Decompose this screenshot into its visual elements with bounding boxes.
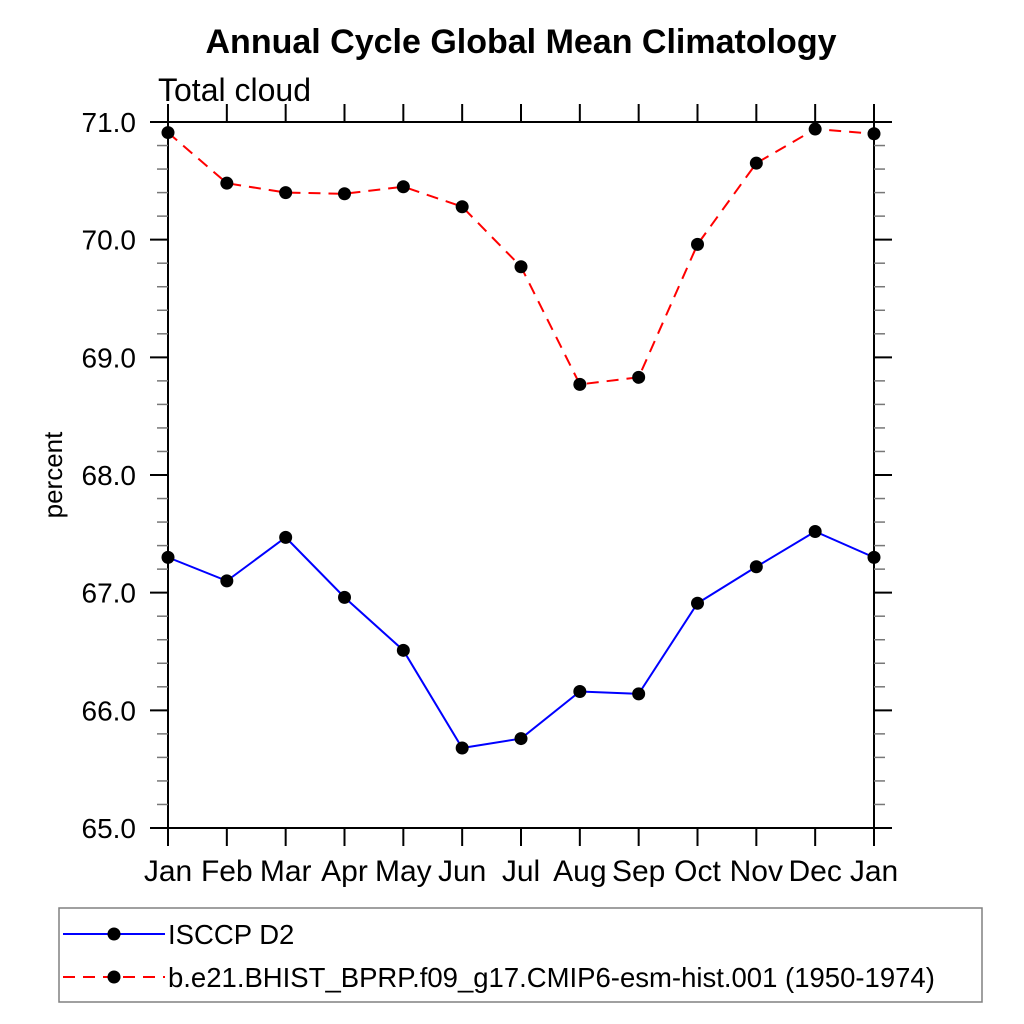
series-line-obs [167,530,875,750]
data-point-marker [808,122,822,136]
legend-entry-label: ISCCP D2 [168,919,294,950]
chart-subtitle: Total cloud [158,72,311,108]
legend-box [58,907,983,1003]
x-axis-tick-label: Feb [201,855,253,888]
x-axis-tick-label: May [375,855,432,888]
y-axis-tick-label: 66.0 [82,695,137,726]
data-point-marker [161,550,175,564]
data-point-marker [691,596,704,610]
series-line-model [167,128,875,386]
data-point-marker [279,530,293,544]
legend-marker-dot [107,927,121,941]
plot-series [161,122,881,755]
y-axis-tick-label: 69.0 [82,342,137,373]
x-axis-tick-label: Jan [144,855,192,888]
y-axis-tick-label: 71.0 [82,107,137,138]
y-axis-tick-label: 67.0 [82,578,137,609]
data-point-marker [396,180,410,194]
x-axis-tick-label: Nov [730,855,783,888]
data-point-marker [338,590,351,604]
data-point-marker [514,732,528,746]
x-axis-tick-label: Apr [321,855,368,888]
x-axis-tick-label: Jun [438,855,486,888]
data-point-marker [279,186,293,200]
data-point-marker [455,741,469,755]
legend-entry-label: b.e21.BHIST_BPRP.f09_g17.CMIP6-esm-hist.… [168,962,935,993]
data-point-marker [455,200,469,214]
y-axis-tick-label: 70.0 [82,225,137,256]
data-point-marker [632,370,646,384]
plot-border [167,121,875,829]
data-point-marker [749,156,763,170]
data-point-marker [808,524,822,538]
x-axis-tick-label: Dec [788,855,841,888]
x-axis-tick-label: Aug [553,855,606,888]
data-point-marker [573,377,587,391]
data-point-marker [338,187,351,201]
x-axis-tick-label: Oct [674,855,721,888]
data-point-marker [632,687,646,701]
data-point-marker [396,643,410,657]
x-axis-tick-label: Jul [502,855,540,888]
y-axis-title: percent [38,431,68,518]
y-axis-tick-label: 65.0 [82,813,137,844]
plot-axes: Jan Feb Mar Apr May Jun Jul Aug Sep Oct Nov Dec Jan6… [82,104,898,888]
data-point-marker [161,126,175,140]
data-point-marker [749,560,763,574]
x-axis-tick-label: Jan [850,855,898,888]
x-axis-tick-label: Mar [260,855,312,888]
data-point-marker [220,176,234,190]
chart-title: Annual Cycle Global Mean Climatology [206,23,837,61]
data-point-marker [691,237,704,251]
data-point-marker [573,685,587,699]
x-axis-tick-label: Sep [612,855,665,888]
data-point-marker [514,260,528,274]
chart-legend: ISCCP D2 b.e21.BHIST_BPRP.f09_g17.CMIP6-e… [58,907,983,1003]
data-point-marker [867,550,881,564]
data-point-marker [220,574,234,588]
legend-marker-dot [107,970,121,984]
data-point-marker [867,127,881,141]
y-axis-tick-label: 68.0 [82,460,137,491]
